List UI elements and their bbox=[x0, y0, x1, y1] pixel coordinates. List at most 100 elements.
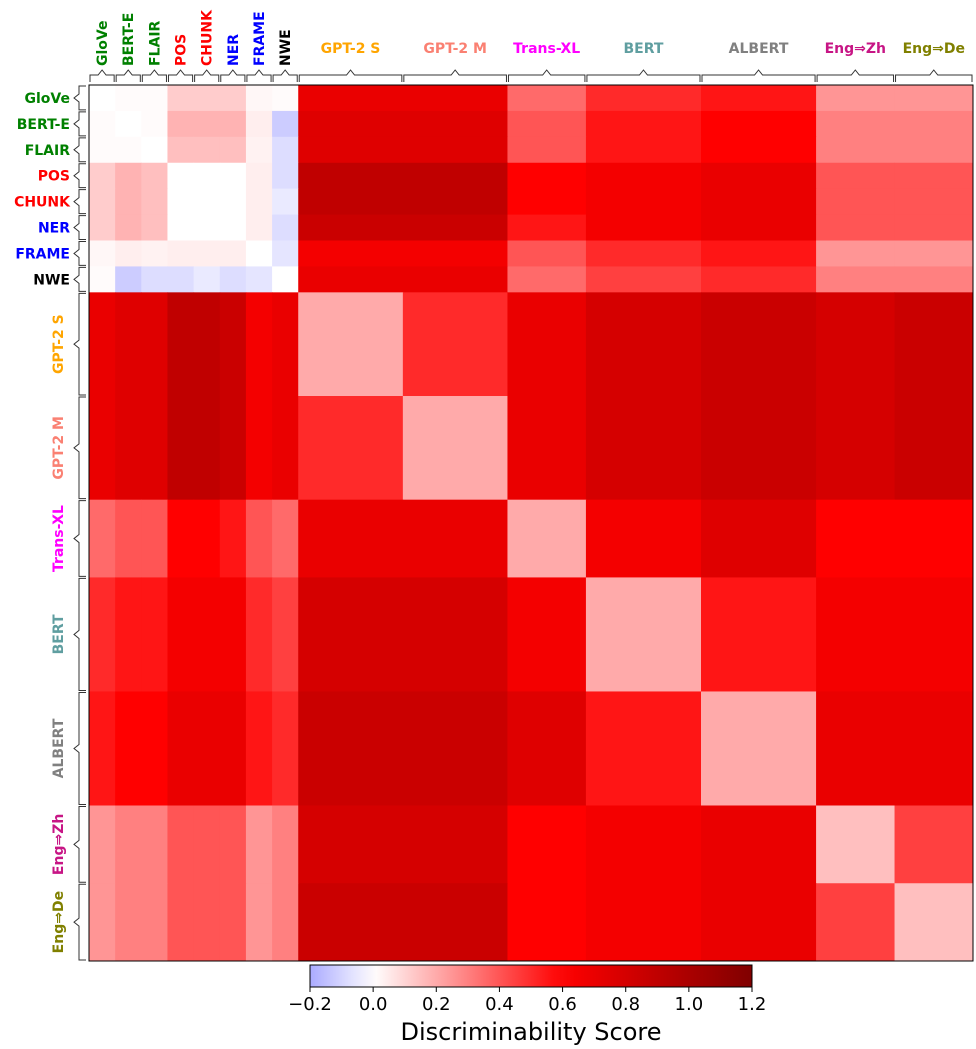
heatmap-cell-11-8 bbox=[298, 577, 404, 692]
heatmap-cell-5-14 bbox=[894, 214, 974, 242]
heatmap-cell-1-4 bbox=[193, 110, 221, 138]
heatmap-cell-6-2 bbox=[141, 240, 168, 267]
colorbar-title: Discriminability Score bbox=[400, 1018, 661, 1046]
heatmap-cell-2-2 bbox=[141, 136, 168, 164]
heatmap-cell-1-0 bbox=[89, 110, 116, 138]
left-brace-1 bbox=[73, 111, 86, 137]
top-brace-10 bbox=[507, 69, 586, 82]
colorbar-ticks: −0.2 0.0 0.2 0.4 0.6 0.8 1.0 1.2 bbox=[288, 987, 766, 1015]
left-brace-2 bbox=[73, 137, 86, 163]
heatmap-cell-3-3 bbox=[167, 162, 195, 190]
heatmap-cell-1-12 bbox=[701, 110, 817, 138]
heatmap-cell-1-7 bbox=[272, 110, 299, 138]
heatmap-cell-11-9 bbox=[402, 577, 508, 692]
left-brace-11 bbox=[73, 577, 86, 691]
heatmap-cell-4-4 bbox=[193, 188, 221, 216]
left-brace-4 bbox=[73, 189, 86, 215]
heatmap-cell-5-3 bbox=[167, 214, 195, 242]
heatmap-cell-0-14 bbox=[894, 85, 974, 112]
heatmap-cell-2-6 bbox=[245, 136, 273, 164]
heatmap-cell-5-9 bbox=[402, 214, 508, 242]
heatmap-cell-8-8 bbox=[298, 292, 404, 397]
heatmap-cell-7-4 bbox=[193, 266, 221, 293]
left-brace-0 bbox=[73, 85, 86, 111]
heatmap-cell-9-14 bbox=[894, 396, 974, 501]
heatmap-cell-10-12 bbox=[701, 499, 817, 578]
left-brace-10 bbox=[73, 500, 86, 577]
left-label-0: GloVe bbox=[25, 91, 70, 107]
colorbar-tick-label-6: 1.0 bbox=[675, 994, 704, 1015]
heatmap-cell-13-0 bbox=[89, 805, 116, 884]
heatmap-cell-4-2 bbox=[141, 188, 168, 216]
left-label-1: BERT-E bbox=[17, 117, 70, 133]
heatmap-cell-10-10 bbox=[507, 499, 587, 578]
heatmap-cell-14-2 bbox=[141, 883, 168, 962]
heatmap-cell-2-13 bbox=[816, 136, 896, 164]
heatmap-cell-1-14 bbox=[894, 110, 974, 138]
heatmap-cell-13-11 bbox=[585, 805, 702, 884]
colorbar-tick-label-3: 0.4 bbox=[485, 994, 514, 1015]
heatmap-cell-6-11 bbox=[585, 240, 702, 267]
heatmap-cell-14-11 bbox=[585, 883, 702, 962]
heatmap-cell-5-13 bbox=[816, 214, 896, 242]
heatmap-cell-4-10 bbox=[507, 188, 587, 216]
heatmap-cell-1-6 bbox=[245, 110, 273, 138]
heatmap-cell-12-2 bbox=[141, 691, 168, 806]
left-group-labels: GloVe BERT-E FLAIR POS CHUNK NER FRAME NWE GPT-2… bbox=[14, 91, 71, 953]
heatmap-cell-13-1 bbox=[115, 805, 142, 884]
colorbar-tick-label-4: 0.6 bbox=[548, 994, 577, 1015]
heatmap-cell-13-4 bbox=[193, 805, 221, 884]
heatmap-cell-12-13 bbox=[816, 691, 896, 806]
heatmap-cell-4-1 bbox=[115, 188, 142, 216]
heatmap-cell-11-14 bbox=[894, 577, 974, 692]
left-brace-13 bbox=[73, 805, 86, 883]
top-label-9: GPT-2 M bbox=[423, 41, 487, 57]
heatmap-cell-7-5 bbox=[219, 266, 247, 293]
heatmap-cell-12-6 bbox=[245, 691, 273, 806]
heatmap-cell-12-3 bbox=[167, 691, 195, 806]
heatmap-cell-9-9 bbox=[402, 396, 508, 501]
heatmap-cell-1-2 bbox=[141, 110, 168, 138]
heatmap-cell-6-6 bbox=[245, 240, 273, 267]
heatmap-cell-5-7 bbox=[272, 214, 299, 242]
top-brace-3 bbox=[167, 69, 194, 82]
heatmap-cell-2-3 bbox=[167, 136, 195, 164]
heatmap-cell-9-5 bbox=[219, 396, 247, 501]
heatmap-cell-10-11 bbox=[585, 499, 702, 578]
heatmap-cell-1-5 bbox=[219, 110, 247, 138]
heatmap-cell-6-10 bbox=[507, 240, 587, 267]
heatmap-cell-6-8 bbox=[298, 240, 404, 267]
heatmap-cell-3-14 bbox=[894, 162, 974, 190]
left-label-2: FLAIR bbox=[25, 143, 71, 159]
heatmap-cell-4-0 bbox=[89, 188, 116, 216]
heatmap-cell-8-2 bbox=[141, 292, 168, 397]
heatmap-cell-4-3 bbox=[167, 188, 195, 216]
heatmap-cell-12-8 bbox=[298, 691, 404, 806]
top-label-14: Eng⇒De bbox=[903, 41, 965, 57]
heatmap-cell-1-13 bbox=[816, 110, 896, 138]
heatmap-cell-10-13 bbox=[816, 499, 896, 578]
heatmap-cell-10-6 bbox=[245, 499, 273, 578]
left-brace-8 bbox=[73, 292, 86, 396]
heatmap-cell-10-4 bbox=[193, 499, 221, 578]
heatmap-cell-13-6 bbox=[245, 805, 273, 884]
top-brace-6 bbox=[246, 69, 272, 82]
heatmap-cell-6-3 bbox=[167, 240, 195, 267]
heatmap-cell-8-13 bbox=[816, 292, 896, 397]
heatmap-cell-14-6 bbox=[245, 883, 273, 962]
heatmap-cell-4-8 bbox=[298, 188, 404, 216]
heatmap-cell-0-8 bbox=[298, 85, 404, 112]
colorbar-tick-label-7: 1.2 bbox=[738, 994, 767, 1015]
heatmap-cell-1-9 bbox=[402, 110, 508, 138]
heatmap-cell-10-5 bbox=[219, 499, 247, 578]
heatmap-cell-14-9 bbox=[402, 883, 508, 962]
heatmap-cell-5-2 bbox=[141, 214, 168, 242]
left-label-7: NWE bbox=[33, 272, 70, 288]
heatmap-cell-3-4 bbox=[193, 162, 221, 190]
heatmap-cell-1-10 bbox=[507, 110, 587, 138]
heatmap-cell-3-0 bbox=[89, 162, 116, 190]
heatmap-cell-14-12 bbox=[701, 883, 817, 962]
heatmap-cell-1-3 bbox=[167, 110, 195, 138]
top-brace-5 bbox=[220, 69, 246, 82]
